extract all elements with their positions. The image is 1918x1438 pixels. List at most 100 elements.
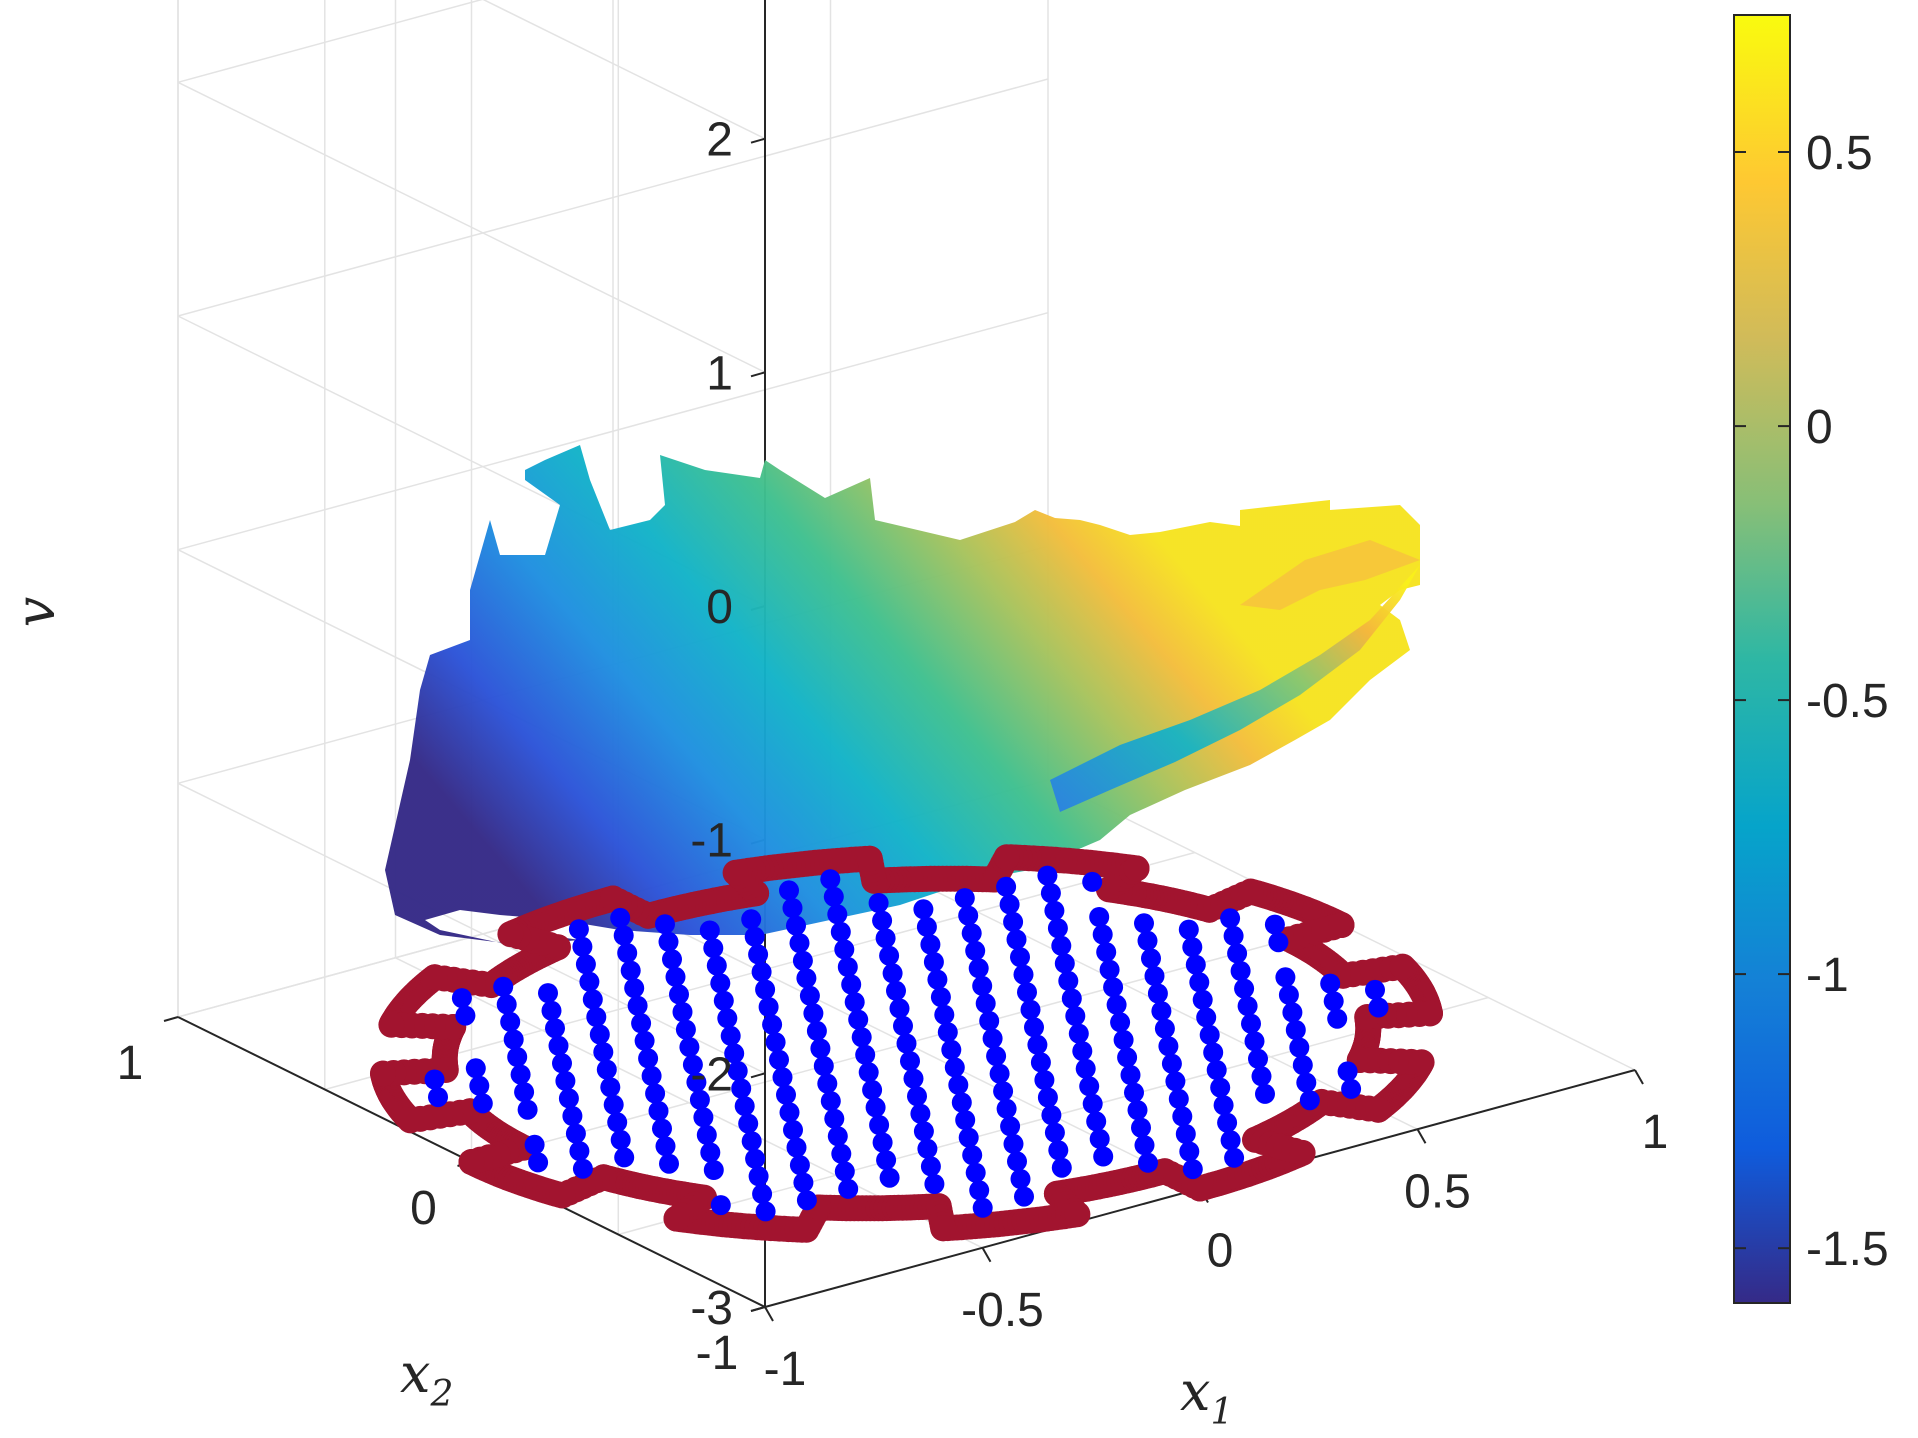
- interior-node: [810, 1038, 831, 1059]
- interior-node: [1368, 997, 1389, 1018]
- interior-node: [879, 1167, 900, 1188]
- interior-node: [1014, 1186, 1034, 1207]
- interior-node: [830, 921, 851, 942]
- interior-node: [627, 995, 648, 1016]
- interior-node: [772, 1067, 793, 1088]
- interior-node: [796, 968, 817, 989]
- interior-node: [741, 1131, 762, 1152]
- boundary-node: [600, 885, 626, 912]
- interior-node: [1141, 948, 1161, 969]
- boundary-node: [930, 1215, 957, 1242]
- interior-node: [961, 923, 982, 944]
- interior-node: [968, 958, 989, 979]
- interior-node: [617, 943, 638, 963]
- x1-tick-label: 0: [1207, 1225, 1234, 1278]
- interior-node: [1151, 1001, 1172, 1022]
- interior-node: [1282, 1002, 1303, 1023]
- interior-node: [524, 1134, 545, 1155]
- interior-node: [1154, 1018, 1175, 1039]
- interior-node: [1289, 1037, 1310, 1058]
- interior-node: [620, 960, 641, 981]
- interior-node: [793, 1172, 814, 1193]
- interior-node: [834, 1161, 855, 1182]
- interior-node: [972, 1197, 993, 1218]
- colorbar-tick-label: -1: [1806, 949, 1849, 1002]
- boundary-node: [370, 1060, 396, 1087]
- interior-node: [944, 1057, 965, 1078]
- interior-node: [913, 1121, 934, 1142]
- interior-node: [693, 1107, 714, 1128]
- interior-node: [1327, 1008, 1348, 1029]
- interior-node: [1278, 984, 1299, 1005]
- boundary-node: [856, 845, 883, 872]
- interior-node: [789, 933, 810, 954]
- interior-node: [879, 945, 900, 966]
- interior-node: [889, 998, 910, 1019]
- interior-node: [1337, 1061, 1358, 1082]
- interior-node: [786, 1137, 807, 1158]
- interior-node: [579, 971, 600, 992]
- interior-node: [700, 1142, 721, 1163]
- interior-node: [658, 931, 679, 952]
- interior-node: [572, 936, 593, 957]
- boundary-node: [421, 964, 448, 991]
- interior-node: [1037, 1087, 1058, 1108]
- interior-node: [855, 1044, 876, 1065]
- interior-node: [792, 950, 813, 971]
- interior-node: [1124, 1082, 1144, 1103]
- interior-node: [738, 1113, 759, 1134]
- interior-node: [1220, 1130, 1241, 1151]
- interior-node: [1255, 1083, 1275, 1104]
- interior-node: [748, 1166, 769, 1187]
- interior-node: [745, 1148, 766, 1169]
- colorbar-tick-label: -1.5: [1806, 1223, 1889, 1276]
- colorbar-tick-label: 0.5: [1806, 127, 1873, 180]
- interior-node: [1210, 1077, 1231, 1098]
- interior-node: [582, 989, 603, 1010]
- x1-tick-label: -0.5: [961, 1284, 1044, 1337]
- interior-node: [979, 1011, 1000, 1031]
- interior-node: [755, 1201, 776, 1222]
- interior-node: [548, 1035, 569, 1056]
- interior-node: [699, 920, 720, 941]
- interior-node: [941, 1039, 962, 1060]
- z-tick-label: 1: [706, 347, 733, 400]
- boundary-node: [1408, 1049, 1435, 1076]
- interior-node: [1220, 908, 1241, 929]
- interior-node: [1079, 1076, 1100, 1097]
- interior-node: [893, 1015, 913, 1036]
- interior-node: [920, 934, 941, 955]
- boundary-node: [1328, 912, 1355, 938]
- x2-tick-label: 0: [410, 1182, 437, 1235]
- interior-node: [655, 914, 675, 935]
- interior-node: [1341, 1078, 1362, 1099]
- interior-node: [1093, 1146, 1114, 1167]
- interior-node: [975, 993, 996, 1014]
- interior-node: [813, 1056, 834, 1076]
- colorbar-tick-label: -0.5: [1806, 675, 1889, 728]
- interior-node: [555, 1070, 576, 1091]
- interior-node: [958, 1127, 979, 1148]
- z-tick-label: 0: [706, 581, 733, 634]
- interior-node: [872, 1132, 893, 1153]
- interior-node: [965, 940, 986, 961]
- interior-node: [1024, 1017, 1044, 1038]
- interior-node: [614, 1147, 635, 1168]
- interior-node: [589, 1024, 610, 1045]
- interior-node: [1120, 1065, 1141, 1085]
- interior-node: [831, 1143, 852, 1164]
- interior-node: [669, 984, 689, 1005]
- colorbar-gradient: [1733, 14, 1791, 1304]
- interior-node: [779, 880, 799, 901]
- interior-node: [672, 1002, 693, 1022]
- interior-node: [751, 961, 772, 982]
- interior-node: [1040, 883, 1061, 904]
- interior-node: [610, 1129, 631, 1150]
- interior-node: [841, 974, 862, 995]
- interior-node: [451, 988, 472, 1009]
- x2-tick-mark: [163, 1016, 179, 1022]
- interior-node: [1003, 1133, 1024, 1154]
- interior-node: [1096, 942, 1117, 963]
- interior-node: [1007, 1151, 1027, 1172]
- interior-node: [916, 916, 937, 937]
